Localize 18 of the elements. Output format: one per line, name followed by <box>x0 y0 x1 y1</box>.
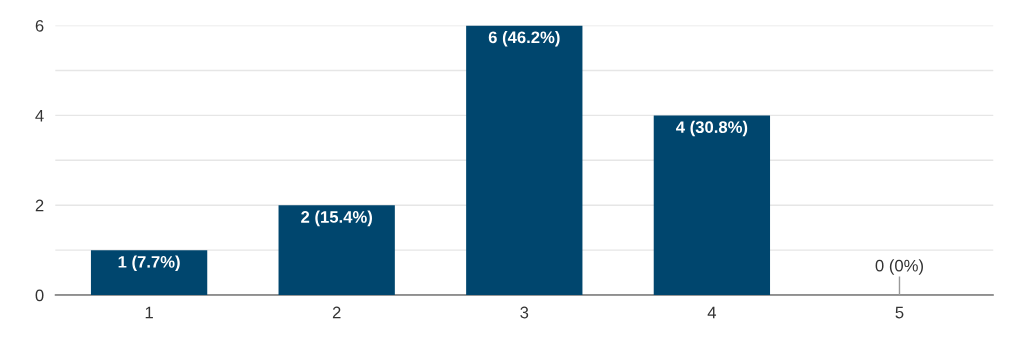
x-tick-label: 5 <box>895 306 904 319</box>
data-label: 4 (30.8%) <box>676 120 748 137</box>
x-tick-label: 1 <box>145 306 153 319</box>
bar <box>278 205 395 296</box>
data-label: 0 (0%) <box>875 259 923 275</box>
y-tick-label: 0 <box>35 289 44 302</box>
data-label: 6 (46.2%) <box>488 30 560 47</box>
data-label: 2 (15.4%) <box>301 210 372 227</box>
bar <box>653 115 771 296</box>
bar <box>466 25 583 296</box>
bar <box>90 250 208 296</box>
y-tick-label: 4 <box>35 109 44 122</box>
x-tick-label: 2 <box>332 306 341 319</box>
data-label: 1 (7.7%) <box>118 255 180 272</box>
y-tick-label: 2 <box>35 199 44 212</box>
x-tick-label: 4 <box>707 306 717 319</box>
y-tick-label: 6 <box>35 19 44 32</box>
x-tick-label: 3 <box>520 306 529 319</box>
